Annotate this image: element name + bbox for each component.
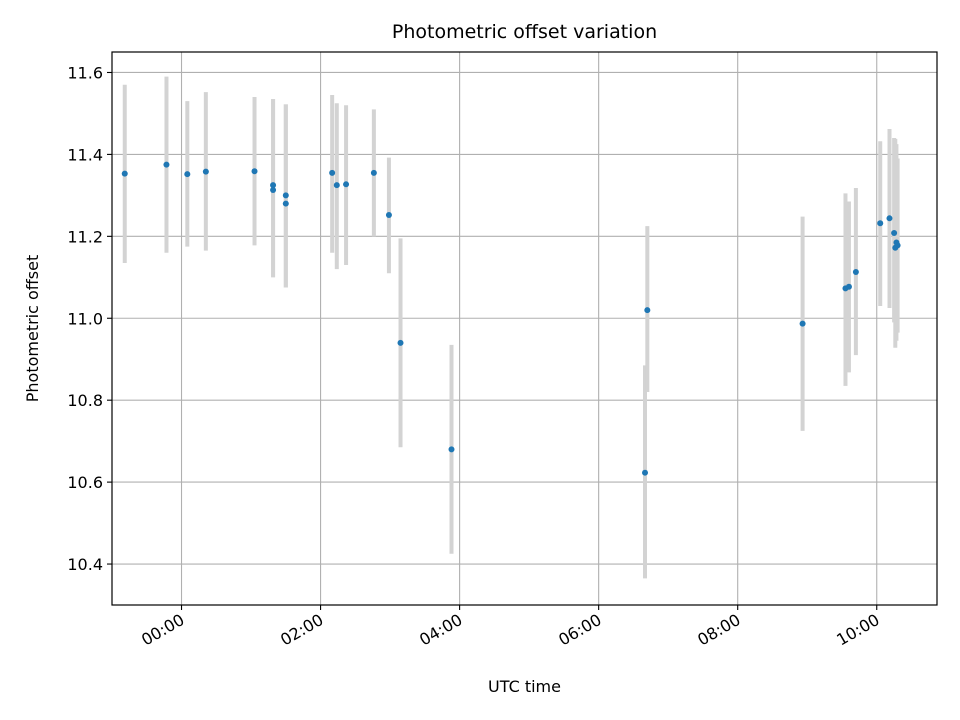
data-point [163, 161, 170, 168]
chart-title: Photometric offset variation [392, 21, 657, 43]
grid-lines [112, 52, 937, 605]
data-point [894, 242, 901, 249]
data-point [251, 168, 258, 175]
data-point [282, 192, 289, 199]
y-tick-label: 10.8 [67, 391, 103, 410]
data-point [329, 169, 336, 176]
data-point [642, 469, 649, 476]
y-tick-label: 11.0 [67, 309, 103, 328]
plot-frame [111, 51, 938, 606]
data-point [282, 200, 289, 207]
data-point [270, 187, 277, 194]
data-point [343, 181, 350, 188]
data-point [370, 169, 377, 176]
y-tick-label: 10.6 [67, 473, 103, 492]
data-point [397, 339, 404, 346]
data-point [799, 320, 806, 327]
data-point [202, 168, 209, 175]
x-axis-title: UTC time [488, 677, 561, 696]
data-point [891, 230, 898, 237]
data-point [270, 182, 277, 189]
data-point [448, 446, 455, 453]
y-axis-title: Photometric offset [23, 255, 42, 403]
data-point [886, 215, 893, 222]
y-tick-label: 10.4 [67, 555, 103, 574]
data-point [184, 171, 191, 178]
data-point [333, 182, 340, 189]
data-point [845, 283, 852, 290]
y-tick-label: 11.6 [67, 63, 103, 82]
data-point [121, 170, 128, 177]
data-point [385, 212, 392, 219]
y-tick-label: 11.4 [67, 145, 103, 164]
data-point [852, 268, 859, 275]
y-tick-label: 11.2 [67, 227, 103, 246]
y-axis-ticks: 10.4 10.6 10.8 11.0 11.2 11.4 11.6 [67, 63, 112, 574]
data-point [877, 220, 884, 227]
data-point [644, 307, 651, 314]
data-points [121, 161, 901, 476]
